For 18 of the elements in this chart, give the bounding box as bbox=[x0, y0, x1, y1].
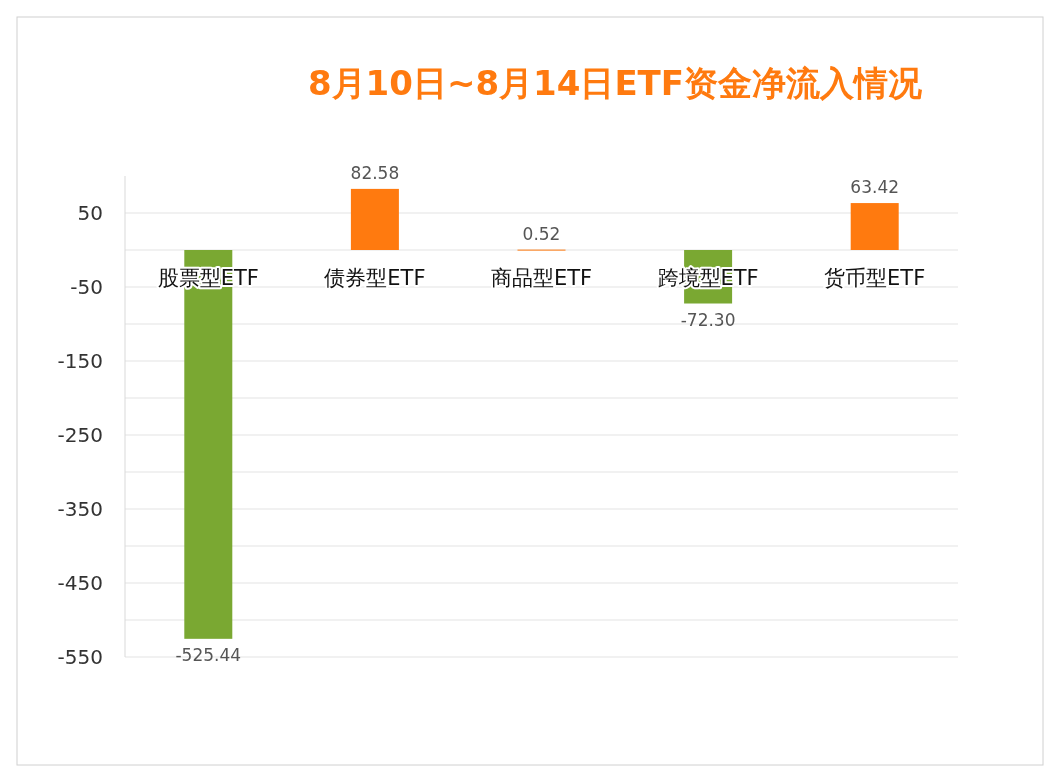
data-label: -525.44 bbox=[175, 644, 242, 665]
x-tick-label: 商品型ETF bbox=[490, 266, 593, 290]
chart-title: 8月10日~8月14日ETF资金净流入情况 bbox=[307, 63, 924, 103]
y-tick-label: -350 bbox=[57, 497, 103, 521]
y-tick-label: -50 bbox=[70, 275, 103, 299]
data-label: 0.52 bbox=[522, 223, 561, 244]
y-tick-label: -550 bbox=[57, 645, 103, 669]
data-label: -72.30 bbox=[680, 309, 736, 330]
x-tick-label: 债券型ETF bbox=[324, 266, 426, 290]
y-tick-label: -150 bbox=[57, 349, 103, 373]
y-tick-label: -250 bbox=[57, 423, 103, 447]
x-tick-label: 货币型ETF bbox=[824, 266, 926, 290]
data-label: 63.42 bbox=[850, 177, 900, 198]
bar bbox=[350, 188, 399, 250]
bar bbox=[850, 203, 899, 250]
data-label: 82.58 bbox=[350, 162, 400, 183]
y-tick-label: 50 bbox=[77, 201, 103, 225]
y-tick-label: -450 bbox=[57, 571, 103, 595]
